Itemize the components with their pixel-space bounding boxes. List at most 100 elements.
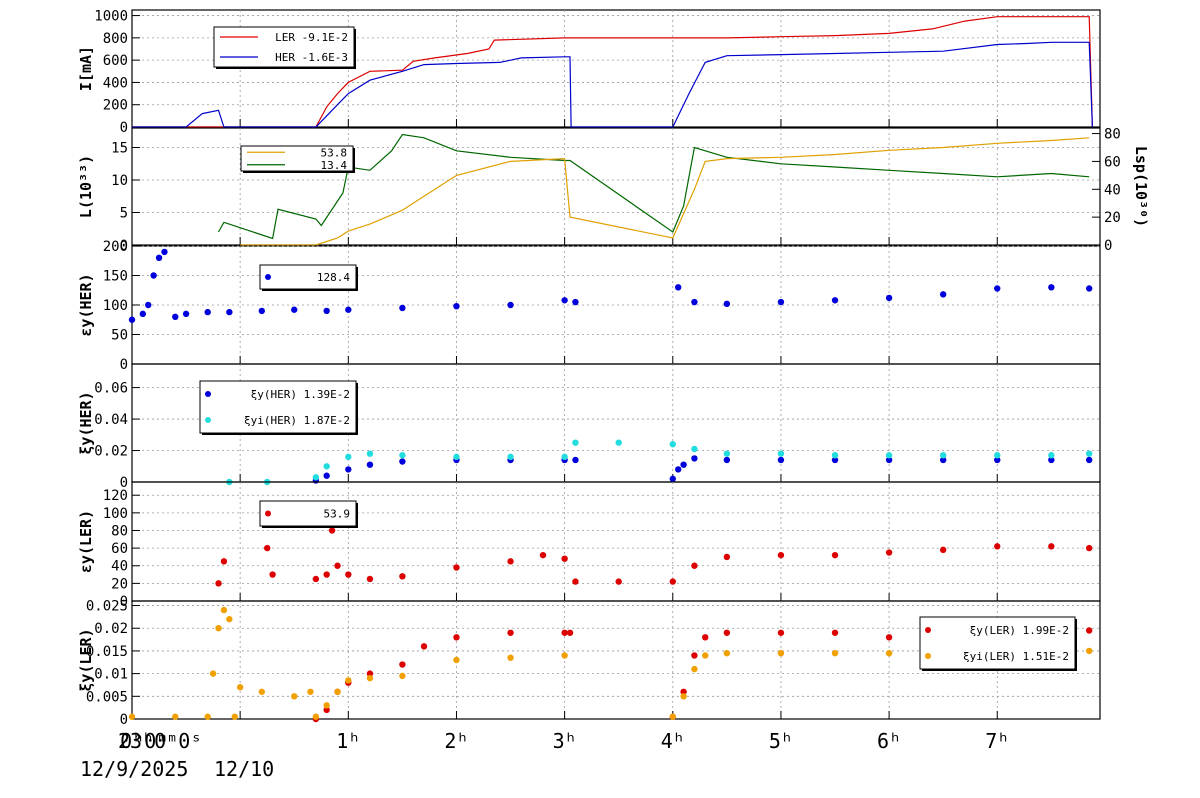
data-point xyxy=(215,580,222,587)
legend-box xyxy=(240,145,354,172)
data-point xyxy=(258,307,265,315)
y-tick-label: 10 xyxy=(111,173,128,189)
data-point xyxy=(831,297,839,304)
data-point xyxy=(777,456,785,464)
data-point xyxy=(885,649,893,657)
legend-box xyxy=(259,500,357,527)
data-point xyxy=(507,558,514,565)
x-tick-label: 5ʰ xyxy=(769,729,793,753)
data-point xyxy=(723,629,731,636)
legend-entry: ξyi(HER) 1.87E-2 xyxy=(244,414,350,427)
data-point xyxy=(885,294,893,302)
y-tick-label: 80 xyxy=(111,523,128,539)
y-right-tick-label: 20 xyxy=(1104,210,1121,226)
data-point xyxy=(723,300,731,308)
data-point xyxy=(994,456,1001,464)
data-point xyxy=(312,575,320,583)
data-point xyxy=(615,439,622,446)
y-axis-label: εy(LER) xyxy=(77,510,95,573)
y-tick-label: 0.04 xyxy=(94,412,128,428)
data-point xyxy=(777,649,785,657)
data-point xyxy=(172,713,179,720)
data-point xyxy=(777,298,785,306)
y-tick-label: 0.02 xyxy=(94,621,128,637)
data-point xyxy=(507,301,514,309)
x-start-label: 23ʰ0ᵐ0ˢ xyxy=(118,729,202,753)
data-point xyxy=(453,634,460,641)
legend-swatch xyxy=(925,653,931,659)
y-tick-label: 0 xyxy=(120,475,128,491)
data-point xyxy=(345,466,352,473)
data-point xyxy=(994,452,1001,459)
data-point xyxy=(691,445,698,453)
data-point xyxy=(723,450,731,457)
data-point xyxy=(777,629,785,636)
y-tick-label: 50 xyxy=(111,328,128,344)
y-tick-label: 0 xyxy=(120,594,128,610)
x-second-date: 12/10 xyxy=(214,757,274,781)
data-point xyxy=(128,713,136,720)
data-point xyxy=(723,649,731,657)
y-tick-label: 0.005 xyxy=(86,689,128,705)
time-axis: 23ʰ0ᵐ0ˢ 12/9/2025 12/10 0ʰ0ᵐ 1ʰ 2ʰ 3ʰ 4ʰ 5ʰ 6ʰ… xyxy=(80,729,1009,781)
data-point xyxy=(691,562,698,569)
data-point xyxy=(669,441,676,448)
data-point xyxy=(307,688,314,695)
legend-entry: ξy(LER) 1.99E-2 xyxy=(970,624,1069,637)
data-point xyxy=(139,310,147,318)
data-point xyxy=(1048,543,1055,550)
data-point xyxy=(323,472,330,479)
series-line xyxy=(240,137,1090,246)
data-point xyxy=(691,298,698,306)
y-tick-label: 20 xyxy=(111,576,128,592)
series-line xyxy=(132,16,1093,128)
x-tick-label: 7ʰ xyxy=(985,729,1009,753)
data-point xyxy=(539,551,547,559)
legend-swatch xyxy=(205,417,211,423)
data-point xyxy=(615,578,622,585)
panel-3: 0 50 100 150 200 εy(HER) 128.4 xyxy=(77,239,1101,373)
data-point xyxy=(231,713,238,720)
data-point xyxy=(939,291,947,298)
data-point xyxy=(312,713,320,720)
data-point xyxy=(561,629,568,636)
y-tick-label: 1000 xyxy=(94,9,128,25)
data-point xyxy=(399,452,406,459)
y-tick-label: 0 xyxy=(120,120,128,136)
y-tick-label: 800 xyxy=(103,31,128,47)
data-point xyxy=(334,688,341,695)
y-tick-label: 0.01 xyxy=(94,667,128,683)
data-point xyxy=(572,298,579,306)
data-point xyxy=(669,713,676,720)
data-point xyxy=(994,285,1001,292)
data-point xyxy=(263,544,271,552)
x-tick-label: 6ʰ xyxy=(877,729,901,753)
y-tick-label: 0.02 xyxy=(94,444,128,460)
x-tick-label: 4ʰ xyxy=(661,729,685,753)
data-point xyxy=(453,302,460,310)
data-point xyxy=(399,458,406,465)
data-point xyxy=(453,564,460,571)
y-right-tick-label: 80 xyxy=(1104,127,1121,143)
data-point xyxy=(204,308,211,316)
y-axis-label: L(10³³) xyxy=(77,155,95,218)
data-point xyxy=(399,661,406,668)
panel-6: 0 0.005 0.01 0.015 0.02 0.025 ξy(LER) ξy(LER) 1… xyxy=(77,599,1101,728)
y-tick-label: 0 xyxy=(120,238,128,254)
panel-1: 0 200 400 600 800 1000 I[mA] LER -9.1E-2 HER -1.… xyxy=(77,9,1101,136)
data-point xyxy=(366,450,374,457)
x-tick-label: 0ʰ0ᵐ xyxy=(120,729,168,753)
data-point xyxy=(312,474,320,481)
x-start-date: 12/9/2025 xyxy=(80,757,188,781)
data-point xyxy=(723,553,731,561)
data-point xyxy=(209,670,217,677)
y-right-tick-label: 40 xyxy=(1104,182,1121,198)
legend-swatch xyxy=(925,627,931,633)
data-point xyxy=(1085,285,1093,292)
data-point xyxy=(269,571,276,578)
data-point xyxy=(220,558,228,565)
data-point xyxy=(145,301,152,309)
data-point xyxy=(777,551,785,559)
y-tick-label: 100 xyxy=(103,298,128,314)
